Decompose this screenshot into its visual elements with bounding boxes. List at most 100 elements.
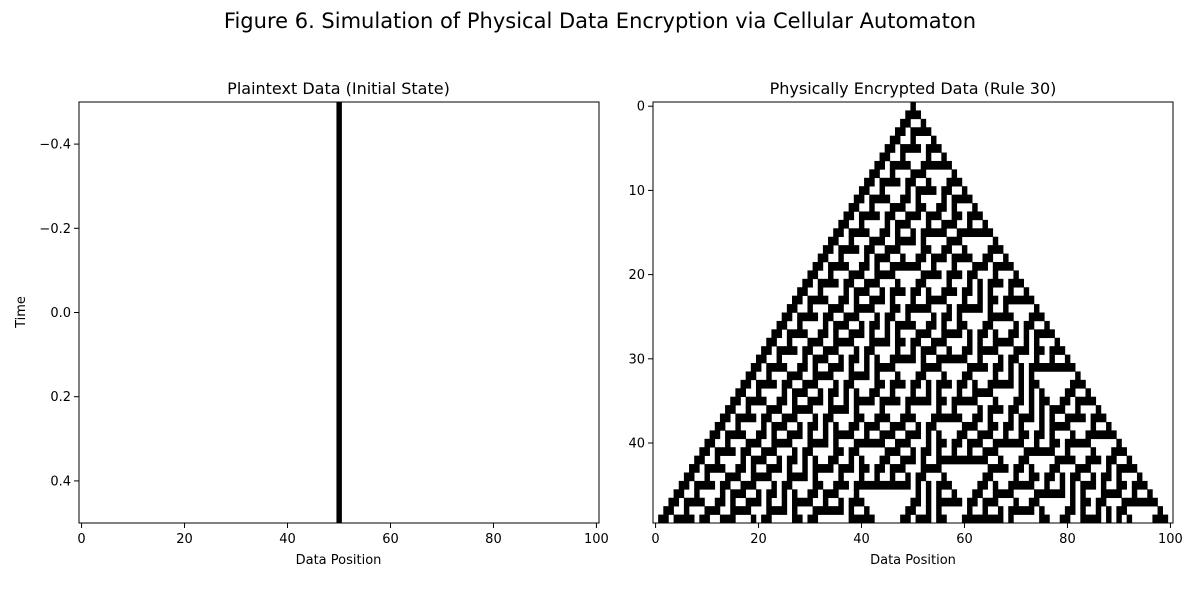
encrypted-cell-run <box>817 287 824 296</box>
encrypted-cell-run <box>853 194 865 204</box>
encrypted-cell-run <box>1085 388 1091 397</box>
encrypted-cell-run <box>1049 354 1055 364</box>
encrypted-cell-run <box>781 480 793 490</box>
encrypted-y-ticks: 0 10 20 30 40 <box>628 100 653 452</box>
encrypted-x-tick-label: 80 <box>1059 532 1076 547</box>
encrypted-cell-run <box>951 261 958 271</box>
encrypted-cell-run <box>1100 489 1122 499</box>
encrypted-cell-run <box>807 295 829 305</box>
encrypted-cell-run <box>961 421 978 431</box>
encrypted-cell-run <box>833 379 839 389</box>
encrypted-cell-run <box>1090 447 1097 456</box>
encrypted-cell-run <box>961 245 968 254</box>
encrypted-cell-run <box>735 421 741 431</box>
encrypted-cell-run <box>745 371 757 381</box>
encrypted-cell-run <box>1059 472 1066 482</box>
plaintext-y-ticks: −0.4 −0.2 0.0 0.2 0.4 <box>39 138 79 489</box>
encrypted-cell-run <box>1106 455 1117 465</box>
plaintext-panel-title: Plaintext Data (Initial State) <box>227 79 450 98</box>
encrypted-cell-run <box>910 337 922 347</box>
encrypted-cell-run <box>972 261 988 271</box>
plaintext-x-tick-label: 40 <box>279 532 296 547</box>
encrypted-cell-run <box>822 421 829 431</box>
encrypted-cell-run <box>936 455 988 465</box>
encrypted-cell-run <box>1028 472 1040 482</box>
encrypted-cell-run <box>1033 438 1040 448</box>
encrypted-cell-run <box>905 430 922 440</box>
encrypted-cell-run <box>678 480 690 490</box>
encrypted-cell-run <box>869 337 891 347</box>
encrypted-cell-run <box>987 245 1004 254</box>
encrypted-cell-run <box>951 169 958 179</box>
encrypted-cell-run <box>843 211 855 221</box>
plaintext-y-tick-label: 0.0 <box>50 306 71 321</box>
encrypted-cell-run <box>951 405 958 414</box>
encrypted-cell-run <box>1003 430 1009 440</box>
plaintext-y-tick-label: 0.4 <box>50 474 71 489</box>
encrypted-cell-run <box>766 405 783 414</box>
encrypted-cell-run <box>1147 489 1153 499</box>
encrypted-cell-run <box>874 363 896 372</box>
encrypted-cell-run <box>828 261 849 271</box>
encrypted-cell-run <box>797 421 803 431</box>
encrypted-cell-run <box>828 304 844 313</box>
encrypted-cell-run <box>853 405 860 414</box>
encrypted-cell-run <box>1023 329 1030 339</box>
encrypted-cell-run <box>879 396 901 406</box>
encrypted-cell-run <box>879 405 885 414</box>
encrypted-cell-run <box>889 354 916 364</box>
encrypted-cell-run <box>910 169 927 179</box>
encrypted-cell-run <box>992 396 999 406</box>
encrypted-cell-run <box>900 152 906 162</box>
encrypted-cell-run <box>910 228 916 238</box>
encrypted-cell-run <box>905 177 916 187</box>
encrypted-cell-run <box>719 480 731 490</box>
encrypted-cell-run <box>864 430 870 440</box>
encrypted-cell-run <box>864 346 875 355</box>
encrypted-cell-run <box>858 186 870 195</box>
encrypted-cell-run <box>951 489 958 499</box>
encrypted-cell-run <box>1106 464 1112 473</box>
encrypted-cell-run <box>967 278 973 288</box>
encrypted-cell-run <box>1157 506 1163 515</box>
encrypted-cell-run <box>838 354 844 364</box>
encrypted-cell-run <box>1116 438 1122 448</box>
encrypted-cell-run <box>946 278 952 288</box>
encrypted-cell-run <box>766 497 772 507</box>
encrypted-cell-run <box>961 295 968 305</box>
encrypted-cell-run <box>905 396 932 406</box>
encrypted-cell-run <box>1131 480 1148 490</box>
encrypted-cell-run <box>925 379 932 389</box>
encrypted-cell-run <box>1054 337 1061 347</box>
encrypted-cell-run <box>740 379 752 389</box>
encrypted-cell-run <box>812 480 824 490</box>
encrypted-cell-run <box>802 346 813 355</box>
encrypted-cell-run <box>766 506 788 515</box>
encrypted-cell-run <box>1023 447 1055 456</box>
encrypted-cell-run <box>879 287 885 296</box>
encrypted-cell-run <box>1028 396 1035 406</box>
encrypted-cell-run <box>889 472 896 482</box>
encrypted-cell-run <box>812 455 819 465</box>
encrypted-cell-run <box>714 497 726 507</box>
encrypted-cell-run <box>869 295 885 305</box>
encrypted-cell-run <box>1059 396 1071 406</box>
encrypted-cell-run <box>894 371 901 381</box>
encrypted-cell-run <box>1116 480 1127 490</box>
encrypted-cell-run <box>822 346 839 355</box>
encrypted-cell-run <box>730 497 736 507</box>
encrypted-cell-run <box>822 489 839 499</box>
encrypted-cell-run <box>915 480 922 490</box>
encrypted-cell-run <box>822 320 829 330</box>
encrypted-cell-run <box>771 480 777 490</box>
encrypted-cell-run <box>833 228 844 238</box>
encrypted-cell-run <box>714 455 721 465</box>
encrypted-cell-run <box>838 472 844 482</box>
encrypted-cell-run <box>874 371 880 381</box>
encrypted-cell-run <box>951 194 973 204</box>
encrypted-cell-run <box>1008 329 1019 339</box>
encrypted-cell-run <box>750 363 762 372</box>
encrypted-cell-run <box>848 329 865 339</box>
encrypted-cell-run <box>961 346 973 355</box>
encrypted-cell-run <box>982 506 988 515</box>
